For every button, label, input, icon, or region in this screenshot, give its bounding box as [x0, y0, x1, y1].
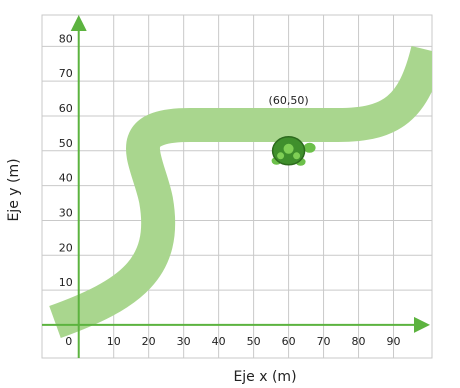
y-tick-label: 30 — [59, 206, 73, 219]
x-axis-title: Eje x (m) — [233, 369, 296, 385]
chart: Eje x (m) Eje y (m) 0 10 20 30 40 50 60 70 80 90 1… — [0, 0, 460, 388]
x-tick-label: 50 — [247, 335, 261, 348]
shell-spot — [277, 152, 284, 159]
x-tick-label: 20 — [142, 335, 156, 348]
x-tick-label: 80 — [352, 335, 366, 348]
y-tick-label: 80 — [59, 32, 73, 45]
y-tick-label: 60 — [59, 102, 73, 115]
x-tick-label: 40 — [212, 335, 226, 348]
x-tick-label: 30 — [177, 335, 191, 348]
y-tick-label: 10 — [59, 276, 73, 289]
x-tick-label: 90 — [387, 335, 401, 348]
y-tick-label: 70 — [59, 67, 73, 80]
point-annotation: (60,50) — [269, 94, 309, 107]
turtle-head — [304, 143, 316, 153]
y-tick-label: 20 — [59, 241, 73, 254]
x-tick-label: 60 — [282, 335, 296, 348]
y-tick-label: 40 — [59, 172, 73, 185]
shell-spot — [293, 152, 300, 159]
y-axis-title: Eje y (m) — [6, 158, 22, 221]
shell-spot — [284, 144, 294, 154]
y-tick-label: 50 — [59, 137, 73, 150]
x-tick-label: 70 — [317, 335, 331, 348]
x-tick-label: 0 — [65, 335, 72, 348]
x-tick-label: 10 — [107, 335, 121, 348]
